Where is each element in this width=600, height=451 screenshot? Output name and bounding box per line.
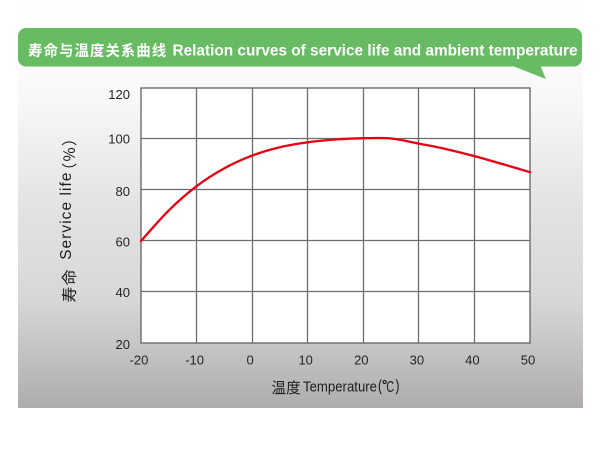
svg-text:Service life: Service life — [58, 173, 75, 260]
svg-text:50: 50 — [521, 353, 535, 368]
svg-text:0: 0 — [246, 353, 253, 368]
svg-text:Temperature: Temperature — [303, 379, 377, 395]
svg-text:Relation curves of service lif: Relation curves of service life and ambi… — [173, 43, 578, 60]
svg-text:30: 30 — [410, 353, 424, 368]
svg-text:40: 40 — [465, 353, 479, 368]
svg-text:-20: -20 — [130, 353, 149, 368]
svg-text:10: 10 — [298, 353, 312, 368]
svg-text:20: 20 — [354, 353, 368, 368]
svg-text:60: 60 — [116, 235, 130, 250]
svg-text:100: 100 — [108, 132, 130, 147]
svg-text:80: 80 — [116, 184, 130, 199]
svg-text:40: 40 — [116, 285, 130, 300]
svg-text:20: 20 — [116, 337, 130, 352]
svg-text:C: C — [386, 379, 394, 396]
svg-text:120: 120 — [108, 87, 130, 102]
svg-text:-10: -10 — [185, 353, 204, 368]
